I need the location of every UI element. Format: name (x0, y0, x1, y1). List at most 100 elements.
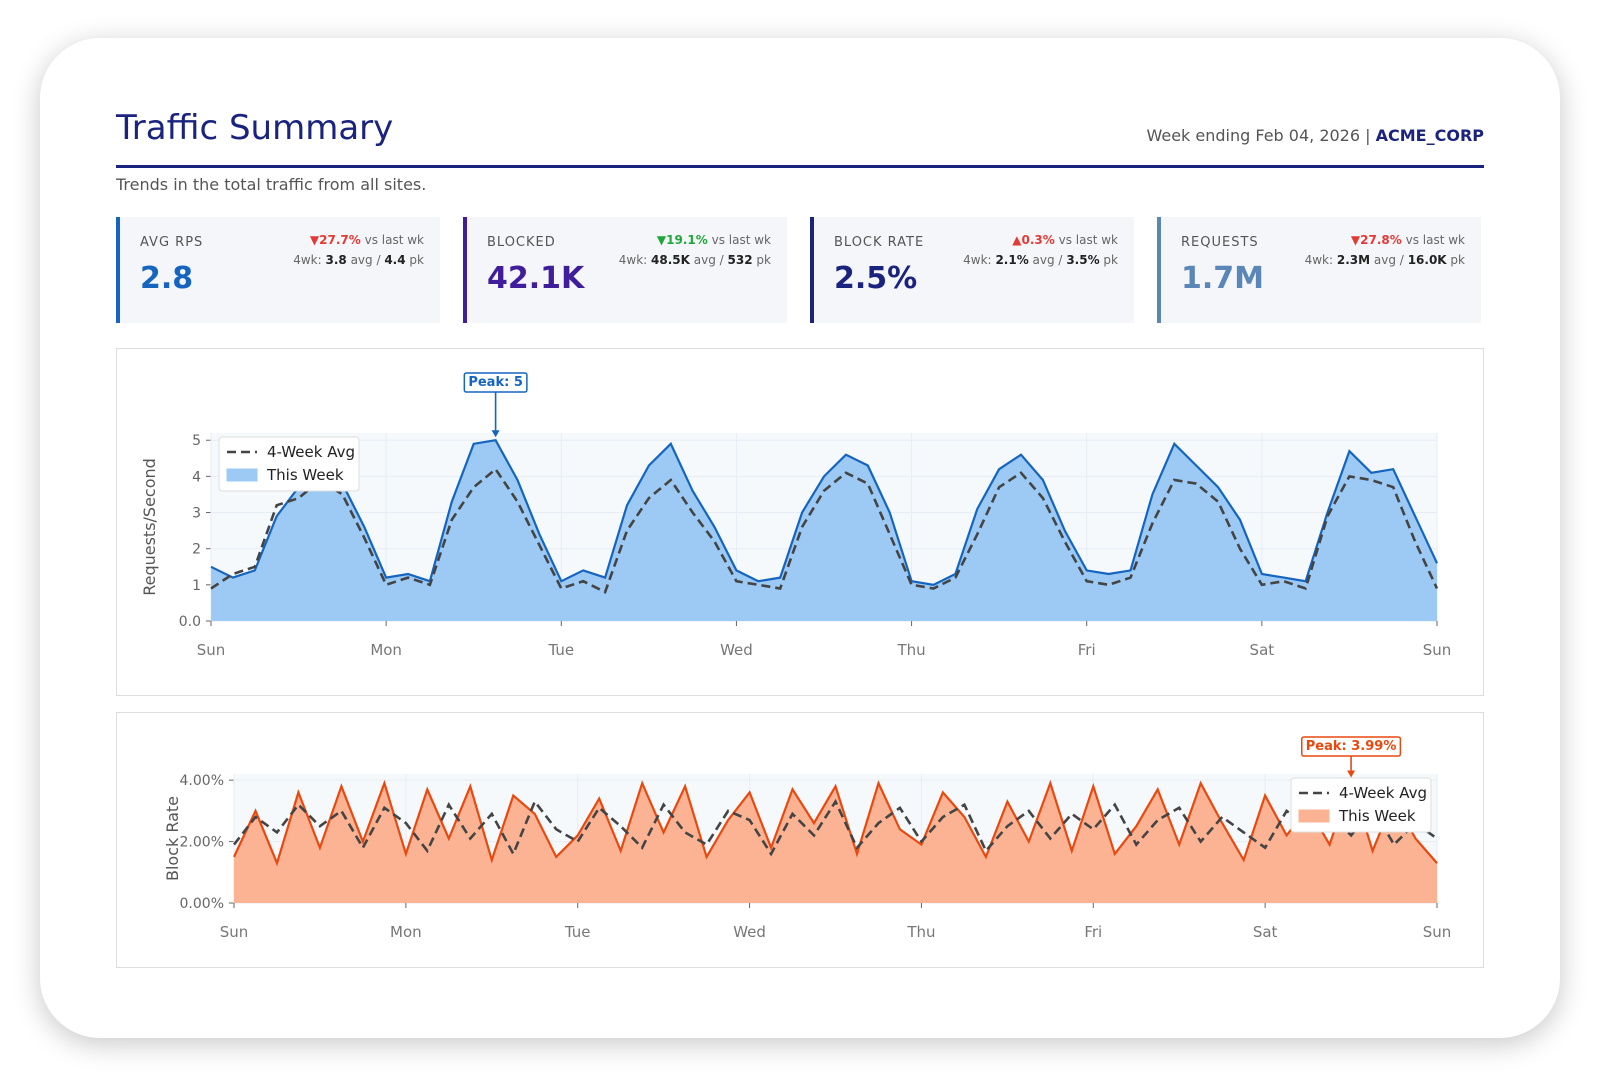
kpi-baseline: 4wk: 2.3M avg / 16.0K pk (1305, 253, 1465, 267)
baseline-avg-suffix: avg / (1032, 253, 1063, 267)
x-tick-label: Mon (370, 641, 402, 659)
report-meta: Week ending Feb 04, 2026 | ACME_CORP (1146, 126, 1484, 145)
series-line (232, 798, 1438, 857)
delta-value: ▲0.3% (1012, 233, 1055, 247)
kpi-baseline: 4wk: 48.5K avg / 532 pk (619, 253, 771, 267)
delta-value: ▼27.7% (309, 233, 361, 247)
baseline-peak: 3.5% (1066, 253, 1100, 267)
series-line (210, 438, 1438, 586)
x-tick-label: Sun (1423, 641, 1452, 659)
kpi-value: 42.1K (487, 261, 585, 296)
baseline-peak-suffix: pk (756, 253, 771, 267)
baseline-peak-suffix: pk (1450, 253, 1465, 267)
annotation-arrowhead (1347, 770, 1356, 778)
legend-label: 4-Week Avg (267, 443, 355, 461)
baseline-avg-prefix: 4wk: (963, 253, 992, 267)
legend-swatch (226, 468, 258, 482)
baseline-peak: 16.0K (1407, 253, 1447, 267)
week-label: Week ending Feb 04, 2026 (1146, 126, 1361, 145)
y-tick-label: 4.00% (180, 773, 224, 789)
y-tick-label: 4 (192, 469, 201, 485)
baseline-avg-prefix: 4wk: (293, 253, 322, 267)
x-tick-label: Mon (390, 923, 422, 941)
annotation-box (463, 372, 528, 393)
kpi-delta: ▼19.1% vs last wk (657, 233, 771, 247)
x-tick-label: Sun (1423, 923, 1452, 941)
y-tick-label: 3 (192, 506, 201, 522)
x-tick-label: Thu (896, 641, 925, 659)
y-tick-label: 0.00% (180, 896, 224, 912)
kpi-delta: ▲0.3% vs last wk (1012, 233, 1118, 247)
legend-label: This Week (266, 466, 344, 484)
baseline-peak: 532 (727, 253, 753, 267)
subtitle: Trends in the total traffic from all sit… (116, 175, 427, 194)
x-tick-label: Sat (1250, 641, 1275, 659)
separator: | (1365, 126, 1371, 145)
x-tick-label: Tue (547, 641, 574, 659)
baseline-avg: 2.1% (995, 253, 1029, 267)
annotation-box (1301, 736, 1402, 757)
legend-swatch (1298, 809, 1330, 823)
kpi-baseline: 4wk: 3.8 avg / 4.4 pk (293, 253, 424, 267)
baseline-avg-suffix: avg / (693, 253, 724, 267)
kpi-delta: ▼27.8% vs last wk (1351, 233, 1465, 247)
header-rule (116, 165, 1484, 168)
x-tick-label: Tue (564, 923, 591, 941)
baseline-avg-suffix: avg / (1373, 253, 1404, 267)
baseline-avg: 3.8 (325, 253, 347, 267)
page-title: Traffic Summary (116, 108, 394, 148)
chart: 0.00% 2.00% 4.00% Sun Mon Tue Wed Thu Fri Sat Sun B… (163, 736, 1452, 941)
y-tick-label: 2.00% (180, 835, 224, 851)
delta-value: ▼19.1% (656, 233, 708, 247)
kpi-card: REQUESTS 1.7M ▼27.8% vs last wk 4wk: 2.3M a… (1157, 217, 1481, 323)
kpi-value: 1.7M (1181, 261, 1264, 296)
series-line (233, 776, 1438, 867)
x-tick-label: Fri (1078, 641, 1096, 659)
kpi-label: AVG RPS (140, 235, 204, 250)
baseline-avg: 2.3M (1336, 253, 1371, 267)
legend-label: This Week (1338, 807, 1416, 825)
kpi-baseline: 4wk: 2.1% avg / 3.5% pk (963, 253, 1118, 267)
series-line (210, 467, 1439, 594)
baseline-avg: 48.5K (651, 253, 690, 267)
kpi-label: BLOCK RATE (834, 235, 925, 250)
annotation-text: Peak: 5 (468, 375, 523, 390)
x-tick-label: Wed (720, 641, 753, 659)
y-tick-label: 2 (192, 542, 201, 558)
x-tick-label: Fri (1084, 923, 1102, 941)
delta-note: vs last wk (711, 233, 771, 247)
y-tick-label: 1 (192, 578, 201, 594)
y-axis-label: Block Rate (163, 796, 182, 881)
kpi-label: BLOCKED (487, 235, 556, 250)
delta-value: ▼27.8% (1350, 233, 1402, 247)
kpi-value: 2.5% (834, 261, 918, 296)
x-tick-label: Wed (733, 923, 766, 941)
y-axis-label: Requests/Second (140, 458, 159, 596)
baseline-avg-prefix: 4wk: (618, 253, 648, 267)
baseline-avg-suffix: avg / (350, 253, 381, 267)
delta-note: vs last wk (1405, 233, 1465, 247)
baseline-peak-suffix: pk (1103, 253, 1118, 267)
annotation-arrowhead (491, 430, 500, 438)
delta-note: vs last wk (1058, 233, 1118, 247)
kpi-value: 2.8 (140, 261, 194, 296)
baseline-avg-prefix: 4wk: (1304, 253, 1334, 267)
org-name: ACME_CORP (1375, 126, 1484, 145)
kpi-card: BLOCK RATE 2.5% ▲0.3% vs last wk 4wk: 2.1% … (810, 217, 1134, 323)
y-tick-label: 5 (192, 433, 201, 449)
chart-panel: 0.0 1 2 3 4 5 Sun Mon Tue Wed Thu Fri Sat Sun Requests… (116, 348, 1484, 696)
baseline-peak: 4.4 (384, 253, 406, 267)
baseline-peak-suffix: pk (409, 253, 424, 267)
chart: 0.0 1 2 3 4 5 Sun Mon Tue Wed Thu Fri Sat Sun Requests… (140, 372, 1452, 659)
chart-panel: 0.00% 2.00% 4.00% Sun Mon Tue Wed Thu Fri Sat Sun B… (116, 712, 1484, 968)
x-tick-label: Sun (220, 923, 249, 941)
series-area (234, 780, 1437, 903)
kpi-delta: ▼27.7% vs last wk (310, 233, 424, 247)
legend-label: 4-Week Avg (1339, 784, 1427, 802)
kpi-card: AVG RPS 2.8 ▼27.7% vs last wk 4wk: 3.8 avg … (116, 217, 440, 323)
x-tick-label: Thu (906, 923, 935, 941)
annotation-text: Peak: 3.99% (1306, 739, 1397, 754)
delta-note: vs last wk (364, 233, 424, 247)
x-tick-label: Sun (197, 641, 226, 659)
kpi-label: REQUESTS (1181, 235, 1259, 250)
